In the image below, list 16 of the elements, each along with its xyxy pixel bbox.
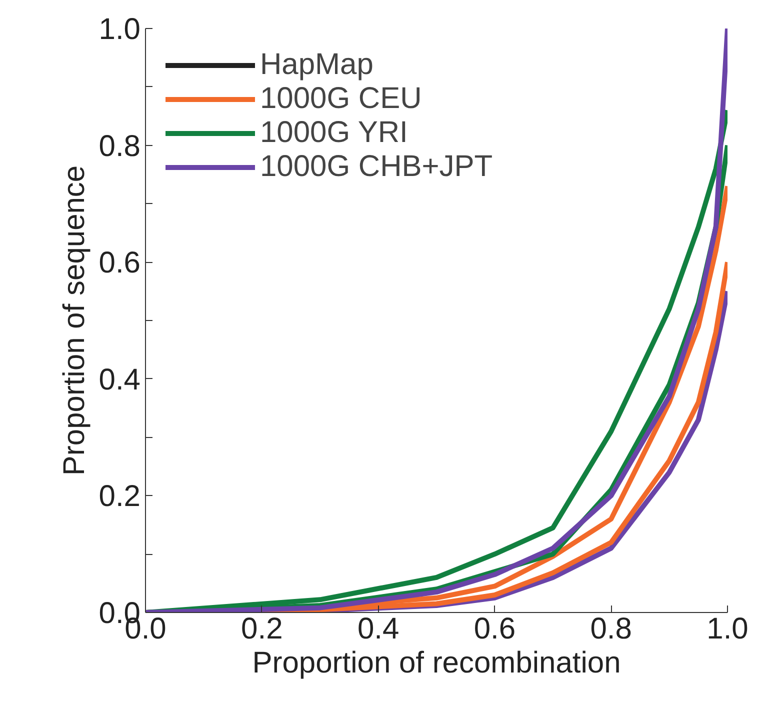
x-tick-label: 1.0 <box>706 612 748 646</box>
x-tick-label: 0.6 <box>474 612 516 646</box>
legend-label: 1000G CHB+JPT <box>260 150 493 184</box>
y-tick-label: 1.0 <box>98 13 141 46</box>
y-tick-label: 0.4 <box>98 363 141 396</box>
y-tick-label: 0.8 <box>98 130 141 163</box>
y-axis-title: Proportion of sequence <box>58 165 91 476</box>
x-axis-title: Proportion of recombination <box>252 646 621 680</box>
x-tick-label: 0.2 <box>241 612 283 646</box>
y-tick-label: 0.2 <box>98 480 141 514</box>
legend-label: 1000G CEU <box>260 82 422 116</box>
x-tick-label: 0.8 <box>590 612 632 646</box>
legend-label: 1000G YRI <box>260 116 408 150</box>
y-tick-label: 0.6 <box>98 246 141 280</box>
legend-label: HapMap <box>260 48 374 82</box>
x-tick-label: 0.4 <box>357 612 400 646</box>
